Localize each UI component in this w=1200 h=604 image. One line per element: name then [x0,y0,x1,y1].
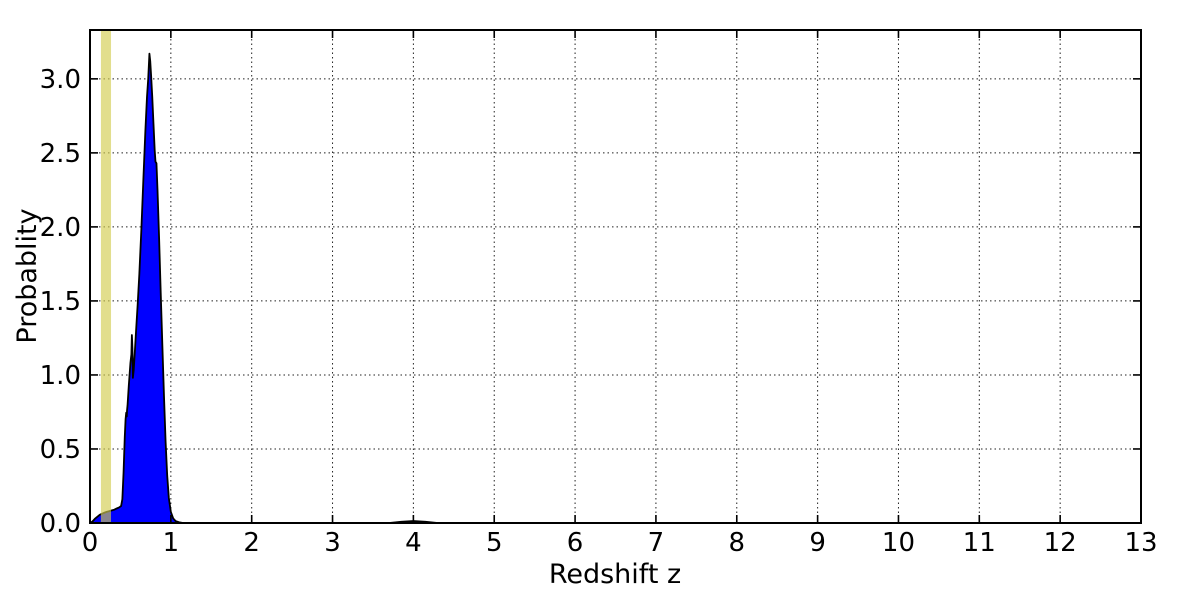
series-layer [89,52,1142,524]
x-tick-label: 8 [728,528,745,558]
x-tick-label: 12 [1044,528,1077,558]
frame-layer [89,29,1142,524]
y-tick-label: 2.5 [40,139,81,169]
label-layer: Redshift z Probablity [12,208,681,590]
highlight-band [100,30,112,523]
y-tick-label: 1.0 [40,361,81,391]
x-tick-label: 7 [648,528,665,558]
x-tick-label: 9 [809,528,826,558]
x-tick-label: 5 [486,528,503,558]
annotation-layer [100,30,112,523]
x-tick-label: 3 [324,528,341,558]
x-tick-label: 1 [163,528,180,558]
x-tick-label: 2 [243,528,260,558]
x-tick-label: 11 [963,528,996,558]
x-tick-label: 10 [882,528,915,558]
grid-layer [90,30,1141,523]
y-tick-label: 3.0 [40,65,81,95]
pdf-area [89,52,1142,524]
y-tick-label: 0.0 [40,509,81,539]
x-tick-label: 6 [567,528,584,558]
ticklabel-layer: 0 1 2 3 4 5 6 7 8 9 10 11 12 130.00.51.01.52.02.53.0 [40,65,1158,558]
tick-layer [89,30,1142,524]
y-tick-label: 2.0 [40,213,81,243]
x-tick-label: 0 [82,528,99,558]
y-tick-label: 0.5 [40,435,81,465]
y-tick-label: 1.5 [40,287,81,317]
axes-frame [89,29,1142,524]
x-tick-label: 4 [405,528,422,558]
y-axis-label: Probablity [12,208,43,343]
x-tick-label: 13 [1124,528,1157,558]
x-axis-label: Redshift z [549,559,681,590]
